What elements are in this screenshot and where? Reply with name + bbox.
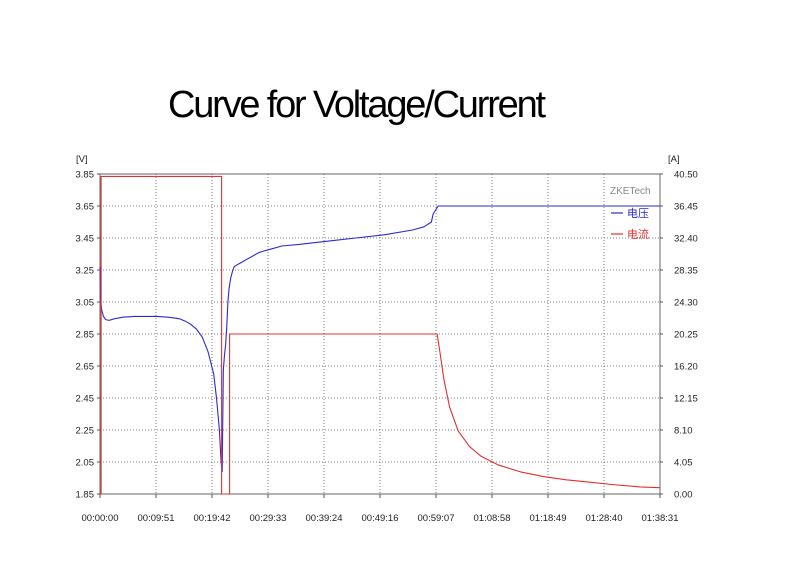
y-right-tick-label: 32.40 xyxy=(674,234,698,245)
y-right-tick-label: 4.05 xyxy=(674,458,693,469)
x-tick-label: 01:18:49 xyxy=(530,513,567,524)
series-line-current xyxy=(100,175,660,495)
y-right-tick-label: 8.10 xyxy=(674,426,693,437)
legend-label: 电压 xyxy=(627,207,649,220)
x-tick-label: 01:28:40 xyxy=(586,513,623,524)
x-tick-label: 01:38:31 xyxy=(642,513,679,524)
y-right-tick-label: 12.15 xyxy=(674,394,698,405)
y-right-tick-label: 0.00 xyxy=(674,490,693,501)
y-right-tick-label: 28.35 xyxy=(674,266,698,277)
x-tick-label: 00:49:16 xyxy=(362,513,399,524)
legend-label: 电流 xyxy=(627,227,649,241)
y-left-tick-label: 2.25 xyxy=(76,426,95,437)
y-left-tick-label: 2.45 xyxy=(76,394,95,405)
y-right-unit: [A] xyxy=(668,154,680,165)
y-right-tick-label: 16.20 xyxy=(674,362,698,373)
y-right-tick-label: 24.30 xyxy=(674,298,698,309)
x-tick-label: 00:00:00 xyxy=(82,513,119,524)
y-left-tick-label: 2.85 xyxy=(76,330,95,341)
x-tick-label: 00:39:24 xyxy=(306,513,343,524)
y-left-tick-label: 3.85 xyxy=(76,170,95,181)
y-left-tick-label: 3.45 xyxy=(76,234,95,245)
y-axis-right: 40.50 36.45 32.40 28.35 24.30 20.25 16.20 12.15… xyxy=(660,170,698,501)
x-tick-label: 00:19:42 xyxy=(194,513,231,524)
y-left-tick-label: 2.05 xyxy=(76,458,95,469)
y-axis-left: 3.85 3.65 3.45 3.25 3.05 2.85 2.65 2.45 2.25 2.05… xyxy=(76,170,100,501)
y-left-tick-label: 2.65 xyxy=(76,362,95,373)
brand-label: ZKETech xyxy=(610,186,651,197)
y-right-tick-label: 40.50 xyxy=(674,170,698,181)
x-tick-label: 01:08:58 xyxy=(474,513,511,524)
y-left-tick-label: 3.25 xyxy=(76,266,95,277)
brand-bg xyxy=(608,184,658,196)
y-right-tick-label: 20.25 xyxy=(674,330,698,341)
y-left-unit: [V] xyxy=(76,154,88,165)
y-left-tick-label: 3.65 xyxy=(76,202,95,213)
x-tick-label: 00:59:07 xyxy=(418,513,455,524)
x-tick-label: 00:29:33 xyxy=(250,513,287,524)
chart-title: Curve for Voltage/Current xyxy=(168,84,546,126)
x-axis: 00:00:00 00:09:51 00:19:42 00:29:33 00:39:24… xyxy=(82,494,679,524)
series-layer xyxy=(99,175,660,495)
y-left-tick-label: 3.05 xyxy=(76,298,95,309)
y-right-tick-label: 36.45 xyxy=(674,202,698,213)
y-left-tick-label: 1.85 xyxy=(76,490,95,501)
series-line-voltage xyxy=(99,205,660,473)
x-tick-label: 00:09:51 xyxy=(138,513,175,524)
